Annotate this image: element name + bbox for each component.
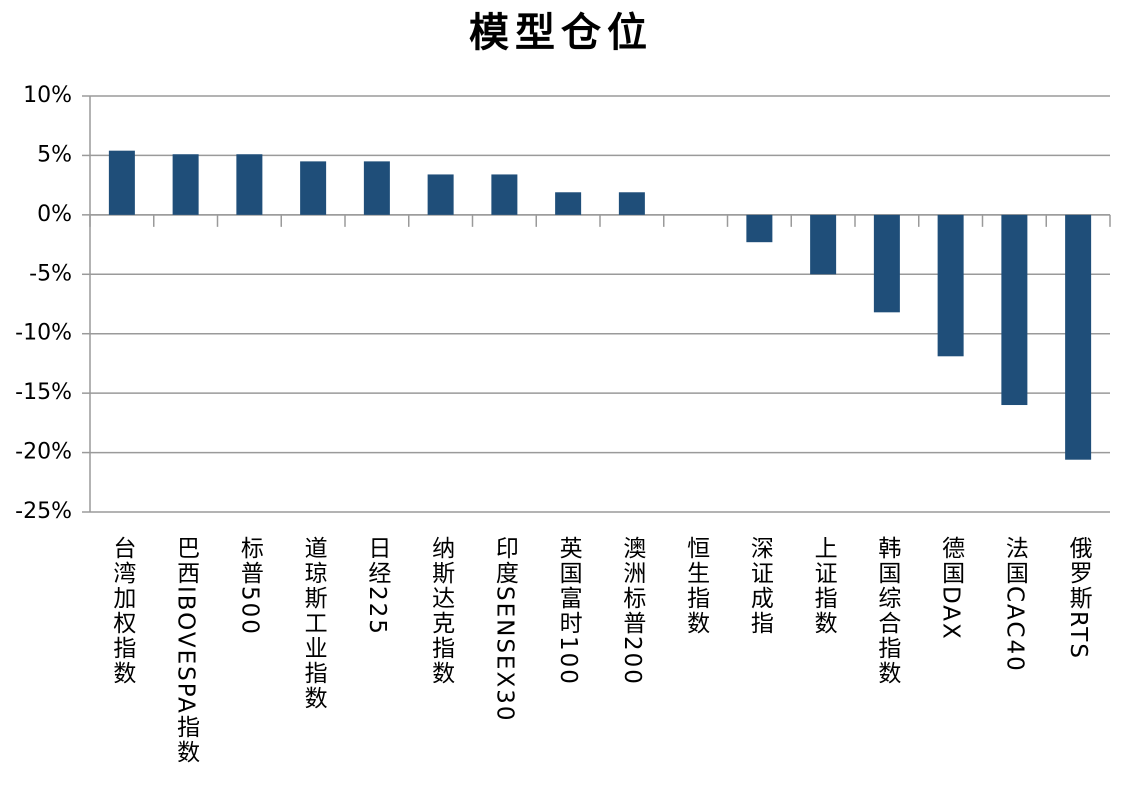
bar (363, 161, 390, 215)
bar (746, 214, 773, 243)
y-tick-label: -20% (15, 440, 72, 465)
x-tick-label: 道琼斯工业指数 (300, 536, 327, 711)
y-tick-label: 5% (37, 142, 72, 167)
bar (172, 154, 199, 215)
x-tick-label: 俄罗斯RTS (1065, 536, 1092, 660)
x-tick-label: 澳洲标普200 (618, 536, 645, 686)
x-tick-label: 法国CAC40 (1001, 536, 1028, 673)
x-tick-label: 巴西IBOVESPA指数 (172, 536, 199, 765)
bar (1001, 214, 1028, 406)
x-tick-label: 德国DAX (937, 536, 964, 641)
y-tick-label: -15% (15, 380, 72, 405)
x-tick-label: 韩国综合指数 (873, 536, 900, 686)
bar (108, 150, 135, 215)
bar (810, 214, 837, 275)
x-tick-label: 标普500 (236, 536, 263, 636)
x-tick-label: 纳斯达克指数 (427, 536, 454, 686)
y-tick-label: -5% (29, 261, 72, 286)
x-tick-label: 台湾加权指数 (108, 536, 135, 686)
bar (427, 174, 454, 215)
bar (937, 214, 964, 357)
x-tick-label: 印度SENSEX30 (491, 536, 518, 723)
bar (873, 214, 900, 313)
bar (300, 161, 327, 215)
bar (618, 192, 645, 215)
bar (1065, 214, 1092, 460)
chart-title: 模型仓位 (469, 9, 653, 56)
x-tick-label: 恒生指数 (682, 536, 709, 636)
x-tick-label: 深证成指 (746, 536, 773, 636)
x-tick-label: 上证指数 (810, 536, 837, 636)
bar (555, 192, 582, 215)
y-tick-label: 0% (37, 202, 72, 227)
bar (491, 174, 518, 215)
x-tick-label: 日经225 (363, 536, 390, 636)
y-tick-label: -10% (15, 321, 72, 346)
y-tick-label: 10% (23, 83, 72, 108)
x-tick-label: 英国富时100 (555, 536, 582, 686)
bar (236, 154, 263, 215)
y-tick-label: -25% (15, 499, 72, 524)
